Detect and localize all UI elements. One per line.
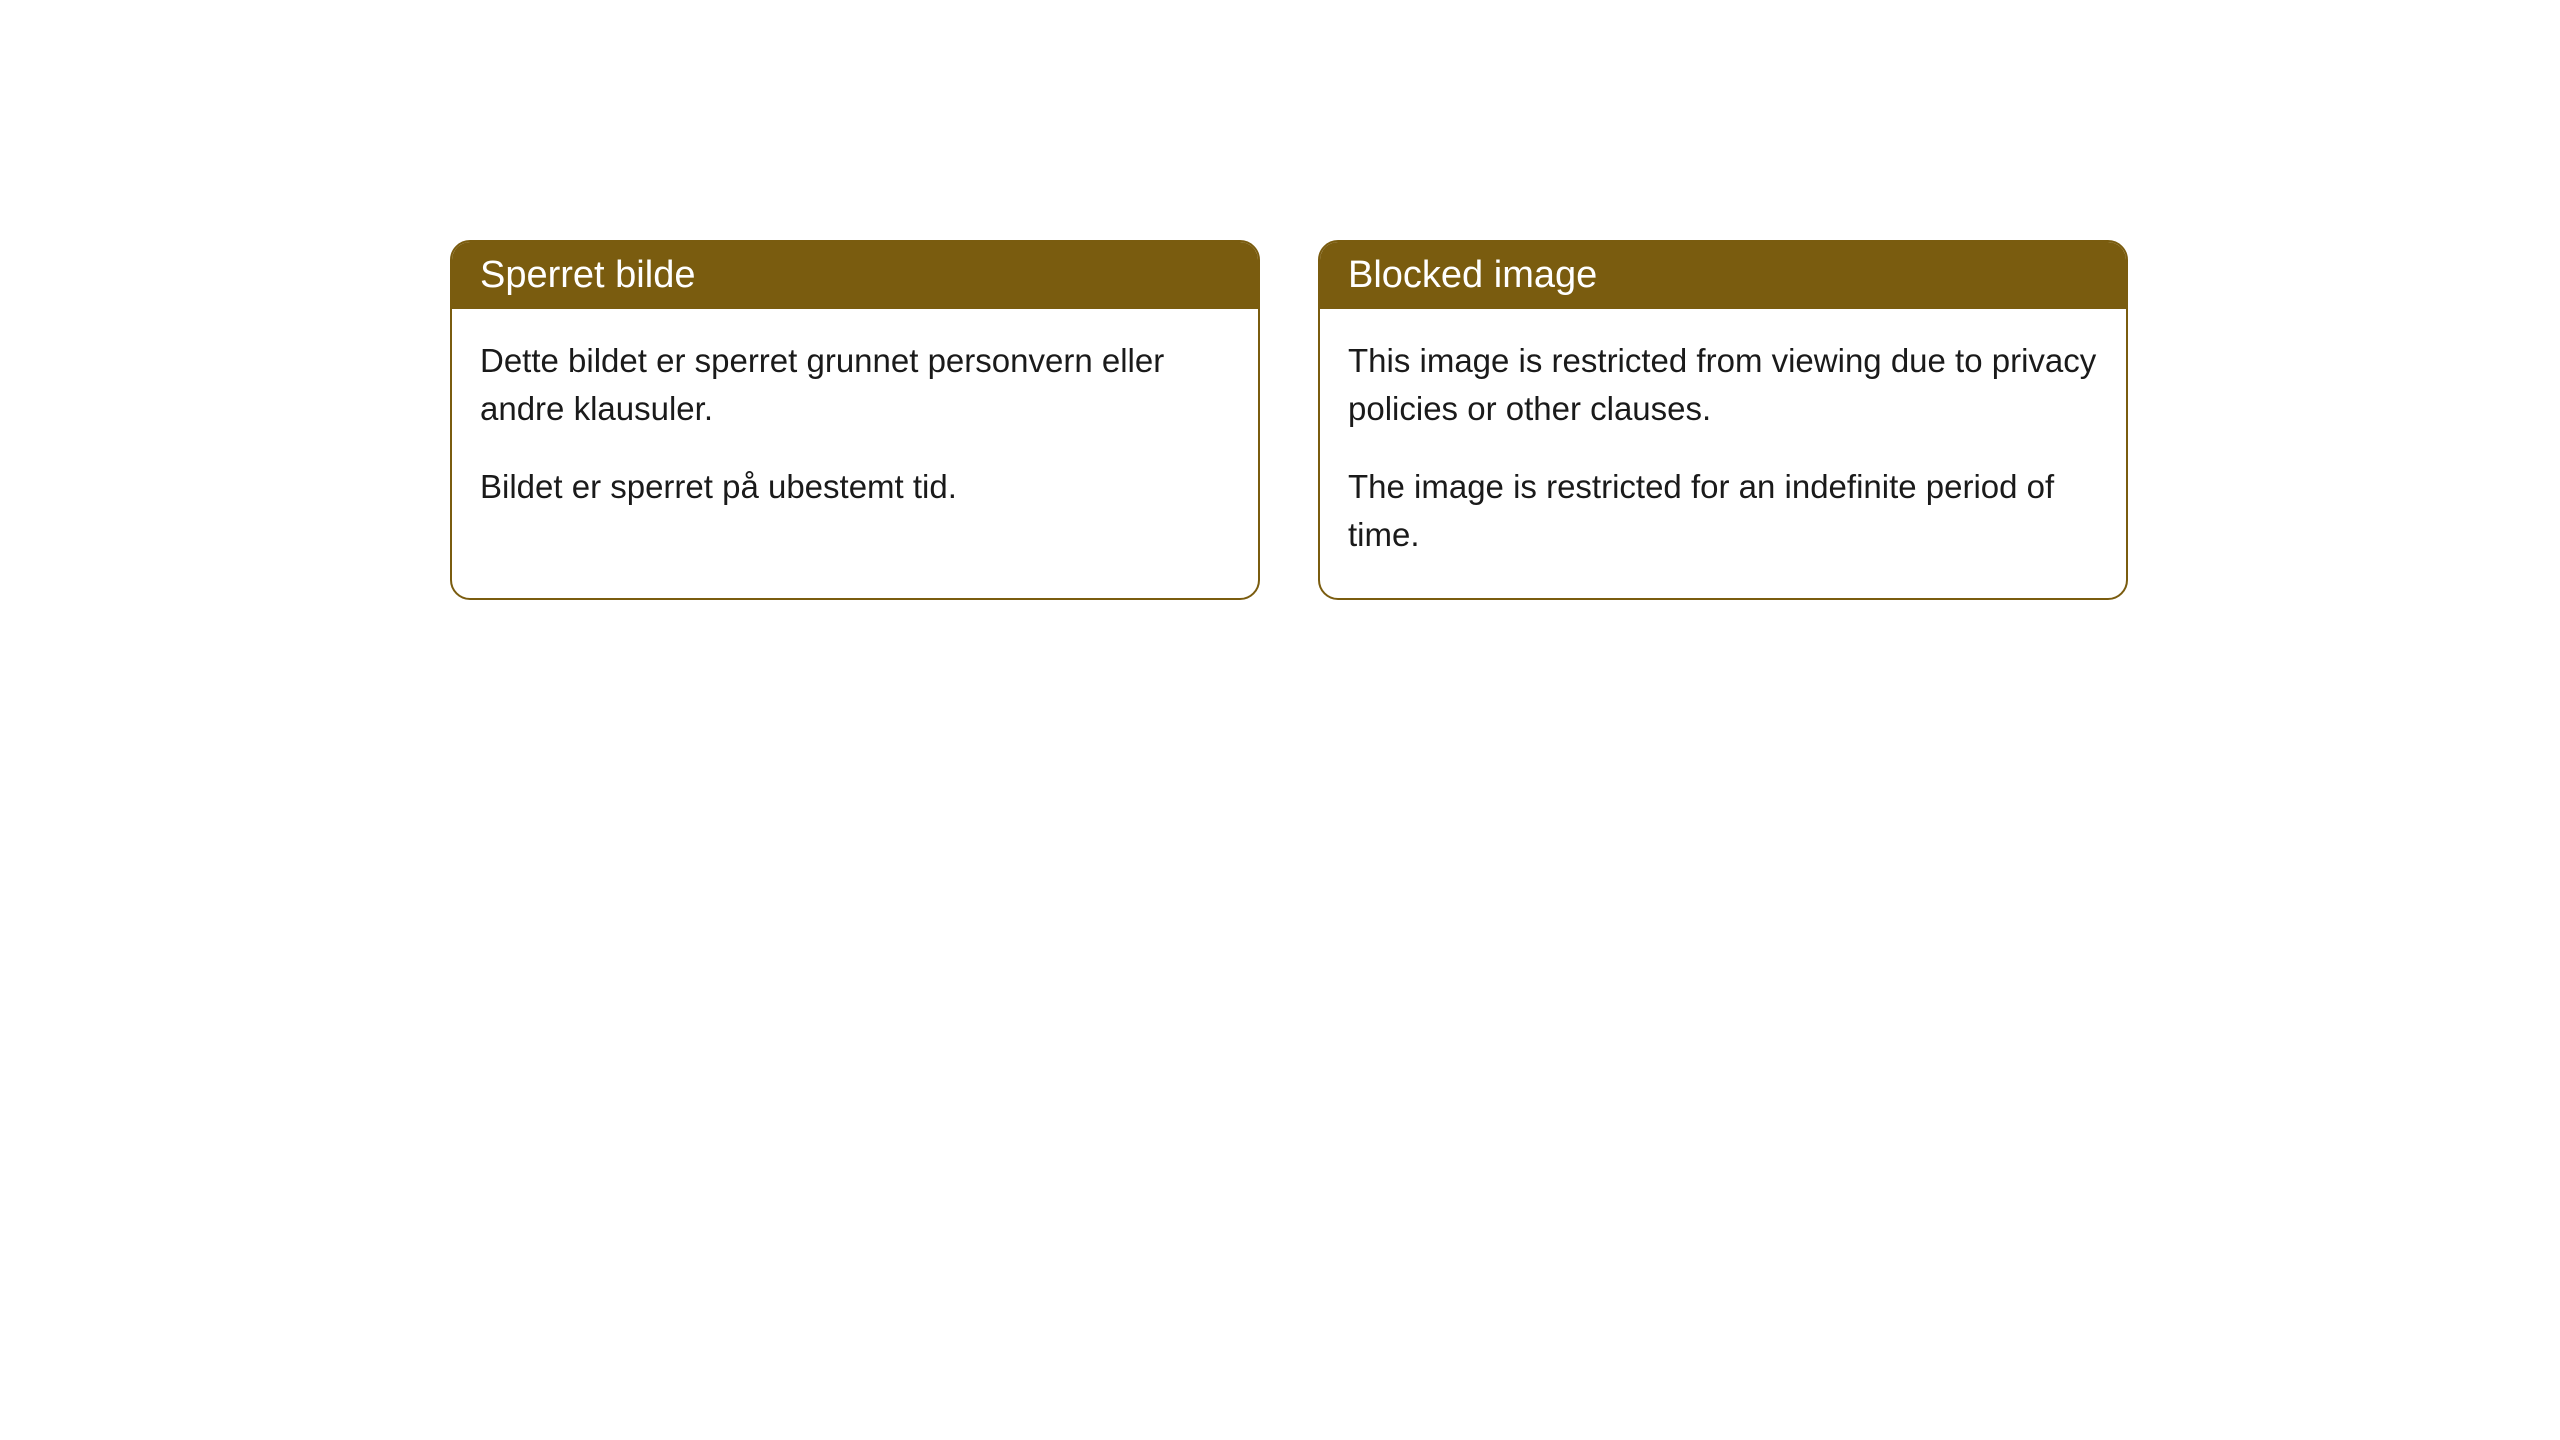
card-paragraph: The image is restricted for an indefinit… xyxy=(1348,463,2098,559)
card-title: Sperret bilde xyxy=(480,254,695,296)
card-header: Sperret bilde xyxy=(452,242,1258,309)
cards-container: Sperret bilde Dette bildet er sperret gr… xyxy=(450,240,2128,600)
card-paragraph: Bildet er sperret på ubestemt tid. xyxy=(480,463,1230,511)
card-paragraph: This image is restricted from viewing du… xyxy=(1348,337,2098,433)
card-body: This image is restricted from viewing du… xyxy=(1320,309,2126,598)
blocked-image-card-english: Blocked image This image is restricted f… xyxy=(1318,240,2128,600)
card-body: Dette bildet er sperret grunnet personve… xyxy=(452,309,1258,551)
blocked-image-card-norwegian: Sperret bilde Dette bildet er sperret gr… xyxy=(450,240,1260,600)
card-header: Blocked image xyxy=(1320,242,2126,309)
card-paragraph: Dette bildet er sperret grunnet personve… xyxy=(480,337,1230,433)
card-title: Blocked image xyxy=(1348,254,1597,296)
